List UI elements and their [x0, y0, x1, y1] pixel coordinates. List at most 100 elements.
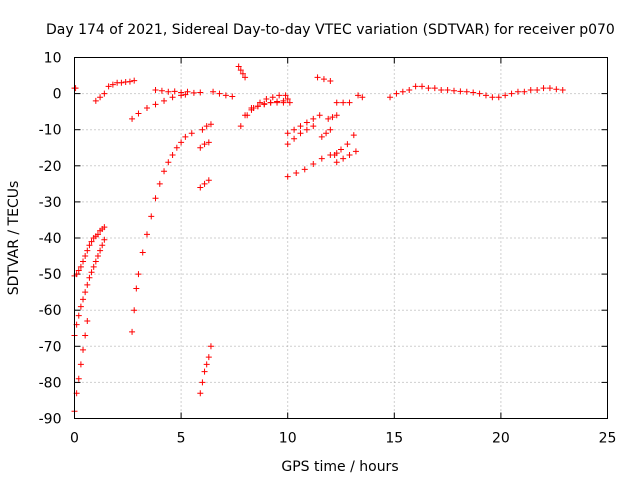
data-point — [284, 130, 291, 137]
series-sat-b — [71, 224, 108, 279]
series-sat-c — [71, 236, 108, 339]
data-point — [152, 195, 159, 202]
data-point — [143, 231, 150, 238]
data-point — [495, 94, 502, 101]
y-tick-label: -80 — [39, 375, 62, 391]
data-point — [431, 85, 438, 92]
data-point — [338, 146, 344, 153]
data-point — [318, 155, 325, 162]
data-point — [527, 86, 534, 93]
data-point — [333, 99, 340, 106]
data-point — [201, 141, 208, 148]
data-point — [84, 318, 91, 325]
data-point — [514, 88, 521, 95]
data-point — [184, 88, 191, 95]
series-sat-a — [71, 85, 79, 92]
data-point — [263, 96, 270, 103]
data-point — [99, 242, 106, 249]
chart-title: Day 174 of 2021, Sidereal Day-to-day VTE… — [46, 22, 615, 38]
data-point — [207, 121, 214, 128]
data-point — [293, 170, 300, 177]
data-point — [139, 249, 146, 256]
series-sat-n — [210, 88, 236, 100]
series-sat-h — [129, 91, 189, 122]
data-point — [297, 130, 304, 137]
data-point — [86, 242, 93, 249]
x-tick-label: 25 — [599, 431, 617, 447]
data-point — [197, 184, 204, 191]
data-point — [291, 135, 298, 142]
data-point — [158, 87, 165, 94]
data-point — [72, 85, 79, 92]
y-tick-label: -30 — [39, 195, 62, 211]
data-point — [101, 90, 108, 97]
data-point — [438, 86, 445, 93]
data-point — [80, 346, 87, 353]
data-point — [502, 92, 509, 99]
y-tick-label: -20 — [39, 159, 62, 175]
data-point — [559, 86, 566, 93]
series-sat-v — [284, 150, 340, 180]
data-point — [476, 90, 483, 97]
y-tick-label: -60 — [39, 303, 62, 319]
data-point — [303, 119, 310, 126]
data-point — [284, 173, 291, 180]
series-sat-r — [248, 97, 287, 113]
data-point — [399, 88, 406, 95]
data-point — [105, 83, 112, 90]
data-point — [286, 99, 293, 106]
data-point — [325, 115, 332, 122]
data-point — [109, 81, 116, 88]
data-point — [77, 303, 84, 310]
data-point — [84, 247, 91, 254]
data-point — [131, 77, 138, 84]
data-point — [197, 390, 204, 397]
x-tick-label: 15 — [385, 431, 403, 447]
data-point — [178, 139, 185, 146]
y-tick-label: -50 — [39, 267, 62, 283]
data-point — [284, 141, 291, 148]
series-sat-ad — [387, 83, 566, 101]
data-point — [80, 296, 87, 303]
data-point — [178, 89, 185, 96]
series-sat-l — [197, 139, 212, 151]
data-point — [133, 285, 140, 292]
data-point — [129, 328, 136, 335]
data-point — [340, 155, 347, 162]
data-point — [92, 97, 99, 104]
data-point — [82, 289, 89, 296]
grid — [74, 57, 608, 419]
data-point — [489, 94, 496, 101]
data-point — [94, 253, 101, 260]
y-tick-label: 10 — [44, 51, 62, 67]
data-point — [207, 343, 214, 350]
data-point — [280, 97, 287, 104]
series-sat-q — [244, 92, 283, 119]
data-point — [235, 63, 242, 70]
x-tick-label: 0 — [70, 431, 79, 447]
data-point — [210, 88, 217, 95]
data-point — [508, 90, 515, 97]
data-point — [248, 106, 255, 113]
data-point — [419, 83, 426, 90]
data-point — [203, 123, 210, 130]
data-point — [126, 78, 133, 85]
y-tick-label: -70 — [39, 339, 62, 355]
data-point — [156, 180, 163, 187]
data-point — [143, 105, 150, 112]
series-sat-ac — [355, 92, 366, 101]
data-point — [282, 92, 289, 99]
data-point — [75, 375, 82, 382]
series-sat-t — [284, 112, 323, 137]
data-point — [540, 85, 547, 92]
data-point — [135, 271, 142, 278]
data-point — [197, 89, 204, 96]
data-point — [310, 115, 317, 122]
data-point — [161, 97, 168, 104]
data-point — [129, 115, 136, 122]
data-point — [171, 88, 178, 95]
data-point — [97, 247, 104, 254]
series-sat-f — [105, 77, 138, 90]
plot-frame — [74, 57, 608, 419]
data-point — [165, 159, 172, 166]
